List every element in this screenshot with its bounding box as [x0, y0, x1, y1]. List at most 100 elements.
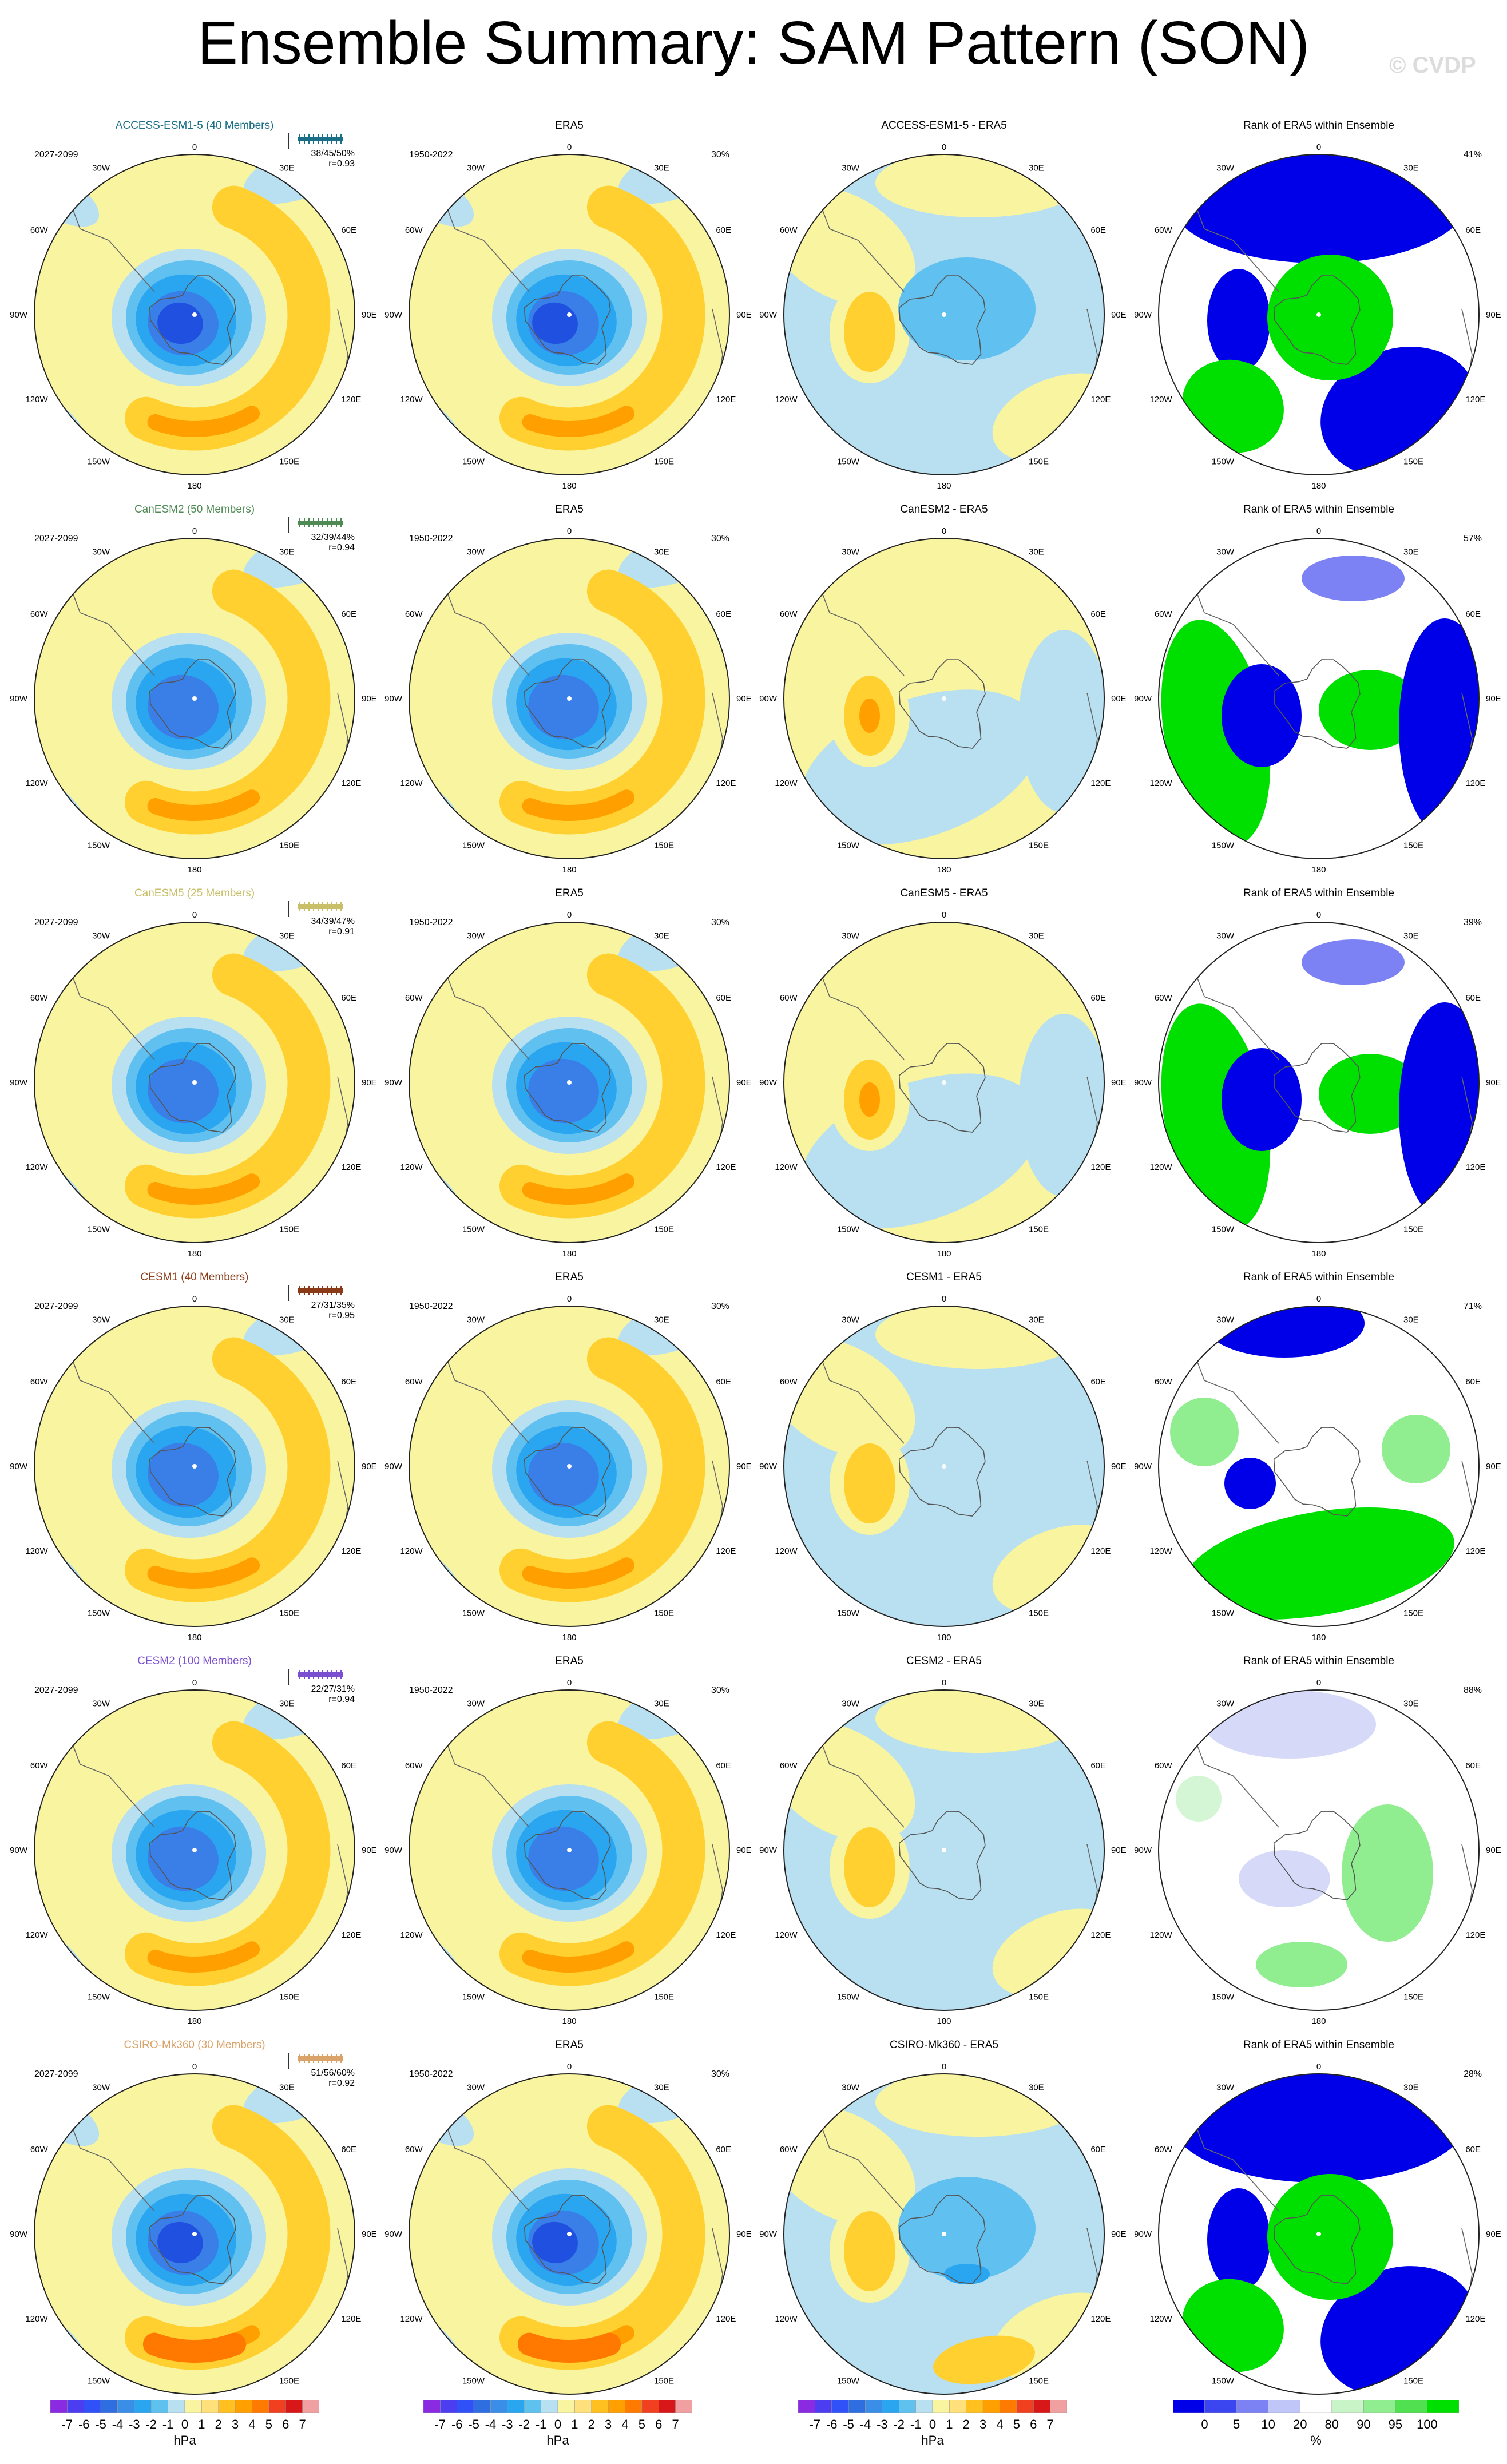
lon-label: 120E [341, 1162, 361, 1172]
rank-title: Rank of ERA5 within Ensemble [1243, 2039, 1394, 2051]
lon-label: 60E [1465, 609, 1481, 619]
lon-label-0: 0 [567, 910, 572, 920]
colorbar-tick-label: 10 [1261, 2417, 1275, 2431]
colorbar-tick-label: -6 [78, 2417, 90, 2431]
antarctica-outline [1273, 1043, 1361, 1133]
lon-label: 60W [405, 2145, 423, 2154]
lon-label-180: 180 [937, 2017, 951, 2026]
colorbar-swatch [252, 2399, 269, 2413]
antarctica-outline [898, 1427, 986, 1517]
colorbar-tick-label: 95 [1389, 2417, 1402, 2431]
colorbar-tick-label: 2 [588, 2417, 595, 2431]
lon-label: 120W [775, 779, 798, 788]
lon-label: 60W [780, 225, 798, 235]
lon-label-0: 0 [1316, 1294, 1321, 1304]
strong-positive-anomaly [147, 1557, 260, 1589]
lon-label: 120E [341, 1546, 361, 1556]
colorbar-swatch [966, 2399, 983, 2413]
map-panel-3-0 [34, 1306, 355, 1626]
period-label: 1950-2022 [409, 2069, 453, 2079]
colorbar-swatch [1000, 2399, 1017, 2413]
colorbar-swatch [608, 2399, 625, 2413]
pole-marker [567, 2232, 572, 2236]
lon-label: 60W [30, 225, 49, 235]
lon-label: 30E [279, 164, 295, 173]
map-panel-3-1 [409, 1306, 729, 1626]
lon-label: 150W [462, 1608, 485, 1618]
colorbar-swatch [1395, 2399, 1427, 2413]
colorbar-swatch [184, 2399, 202, 2413]
map-boundary [409, 538, 730, 859]
watermark: © CVDP [1389, 53, 1476, 78]
lon-label-90e: 90E [1111, 1846, 1127, 1855]
map-boundary [34, 922, 355, 1243]
map-boundary [34, 154, 355, 475]
colorbar-swatch [641, 2399, 659, 2413]
lon-label: 120W [25, 1930, 48, 1940]
lon-label: 120W [775, 1930, 798, 1940]
colorbar-swatch [50, 2399, 68, 2413]
map-boundary [783, 922, 1105, 1243]
lon-label-0: 0 [1316, 142, 1321, 152]
colorbar-tick-label: 90 [1357, 2417, 1370, 2431]
lon-label: 30W [1216, 1699, 1235, 1709]
variance-stats: 51/56/60% [311, 2068, 355, 2078]
map-boundary [409, 1689, 730, 2011]
rank-title: Rank of ERA5 within Ensemble [1243, 503, 1394, 515]
lon-label: 120E [1465, 395, 1485, 404]
lon-label: 30E [654, 1699, 669, 1709]
colorbar-tick-label: -1 [536, 2417, 547, 2431]
colorbar-swatch [117, 2399, 135, 2413]
lon-label-90w: 90W [384, 1078, 403, 1088]
lon-label: 120E [1465, 2314, 1485, 2324]
lon-label-180: 180 [937, 1633, 951, 1642]
map-panel-4-0 [34, 1690, 355, 2010]
lon-label: 60W [30, 2145, 49, 2154]
colorbar-swatch [168, 2399, 185, 2413]
lon-label: 60W [780, 2145, 798, 2154]
lon-label: 30W [467, 1699, 485, 1709]
lon-label: 150W [837, 840, 860, 850]
lon-label: 60W [1155, 1761, 1173, 1771]
lon-label: 60E [716, 225, 731, 235]
lon-label: 120E [716, 1162, 736, 1172]
rank-low-region [1222, 1048, 1302, 1151]
diff-negative-anomaly [898, 257, 1036, 360]
pole-marker [192, 2232, 197, 2236]
lon-label-90w: 90W [759, 2229, 778, 2239]
lon-label: 120E [341, 2314, 361, 2324]
colorbar-swatch [302, 2399, 320, 2413]
lon-label: 120W [1149, 779, 1172, 788]
map-panel-2-2 [784, 922, 1104, 1243]
lon-label-90w: 90W [1134, 1846, 1152, 1855]
antarctica-outline [524, 1043, 611, 1133]
lon-label-0: 0 [567, 526, 572, 536]
lon-label: 150E [1403, 1224, 1423, 1234]
diff-title: CanESM2 - ERA5 [900, 503, 988, 515]
lon-label: 150W [1212, 1992, 1235, 2002]
lon-label: 30E [1029, 931, 1044, 941]
lon-label: 30W [467, 547, 485, 557]
strong-positive-anomaly [522, 406, 634, 437]
colorbar-swatch [1033, 2399, 1050, 2413]
colorbar-swatch [1268, 2399, 1300, 2413]
lon-label-0: 0 [1316, 526, 1321, 536]
colorbar-swatch [1427, 2399, 1460, 2413]
lon-label-90w: 90W [10, 2229, 28, 2239]
lon-label: 60W [1155, 2145, 1173, 2154]
lon-label: 150W [88, 2376, 110, 2386]
colorbar-tick-label: -2 [145, 2417, 157, 2431]
colorbar-tick-label: 7 [1047, 2417, 1054, 2431]
antarctica-outline [898, 1043, 986, 1133]
lon-label: 120E [1090, 395, 1111, 404]
colorbar-tick-label: -1 [162, 2417, 174, 2431]
colorbar-swatch [675, 2399, 693, 2413]
lon-label: 60E [341, 2145, 356, 2154]
lon-label-0: 0 [942, 2062, 946, 2072]
rank-low-region [1222, 664, 1302, 767]
lon-label-90w: 90W [759, 1462, 778, 1471]
lon-label: 120E [341, 1930, 361, 1940]
pole-marker [1316, 312, 1321, 317]
pattern-correlation: r=0.94 [328, 1695, 355, 1704]
colorbar-swatch [201, 2399, 219, 2413]
